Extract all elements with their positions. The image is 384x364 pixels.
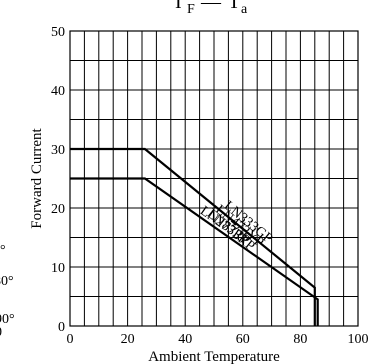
series-line-1 [70, 147, 316, 326]
edge-fragment: 80° [0, 274, 14, 289]
series-line-2 [70, 177, 319, 326]
x-tick-label: 0 [67, 332, 74, 347]
y-tick-label: 0 [58, 320, 65, 335]
y-tick-label: 20 [51, 202, 65, 217]
x-tick-label: 80 [293, 332, 307, 347]
chart-title: I F — T a [175, 0, 248, 17]
y-tick-label: 10 [51, 261, 65, 276]
title-right-subscript: a [241, 2, 248, 17]
x-tick-label: 40 [178, 332, 192, 347]
y-axis-label: Forward Current [29, 127, 45, 228]
y-tick-label: 50 [51, 25, 65, 40]
title-left-subscript: F [187, 2, 195, 17]
left-edge-fragments: 0° 80° 90° 0 [0, 243, 15, 340]
title-dash: — [200, 0, 222, 13]
x-tick-label: 100 [348, 332, 369, 347]
title-right-symbol: T [228, 0, 240, 13]
edge-fragment: 90° [0, 312, 15, 327]
y-tick-labels: 0 10 20 30 40 50 [51, 25, 65, 335]
y-tick-label: 40 [51, 84, 65, 99]
x-axis-label: Ambient Temperature [148, 349, 280, 364]
x-tick-label: 20 [121, 332, 135, 347]
y-tick-label: 30 [51, 143, 65, 158]
x-tick-labels: 0 20 40 60 80 100 [67, 332, 369, 347]
series-layer [70, 147, 319, 326]
edge-fragment: 0 [0, 325, 2, 340]
grid [69, 30, 359, 327]
edge-fragment: 0° [0, 243, 6, 258]
x-tick-label: 60 [236, 332, 250, 347]
title-left-symbol: I [175, 0, 182, 13]
